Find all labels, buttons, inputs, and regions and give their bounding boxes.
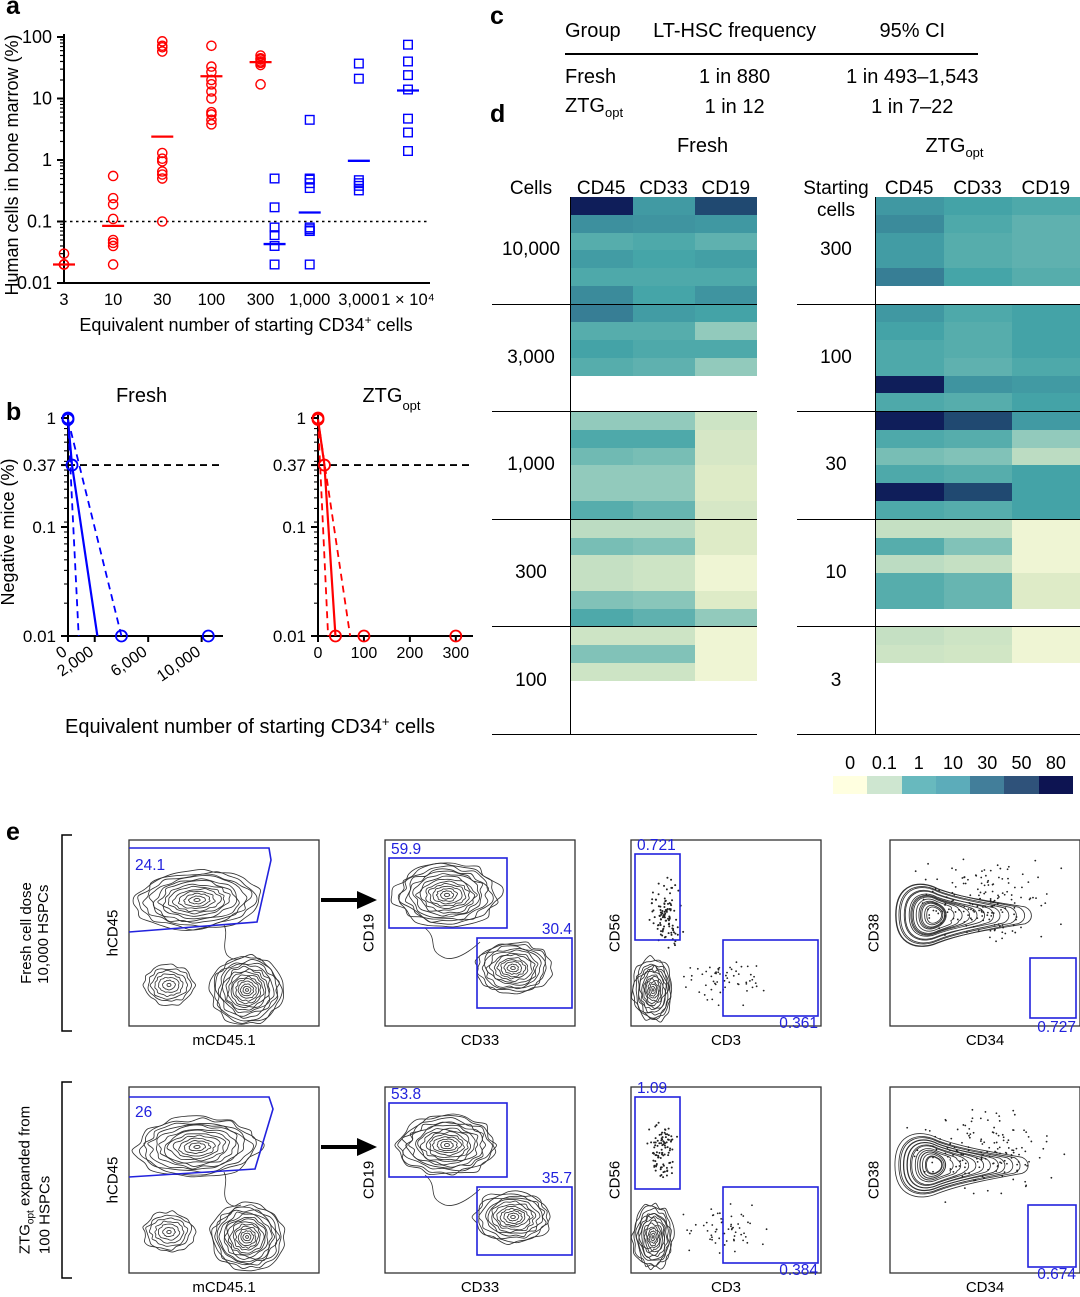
svg-text:0.674: 0.674 <box>1037 1266 1076 1283</box>
svg-text:Equivalent number of starting: Equivalent number of starting CD34+ cell… <box>65 714 435 739</box>
svg-text:0.361: 0.361 <box>779 1015 818 1032</box>
svg-text:200: 200 <box>397 645 424 662</box>
svg-text:30.4: 30.4 <box>542 921 573 938</box>
svg-text:24.1: 24.1 <box>135 857 165 874</box>
svg-text:0: 0 <box>314 645 323 662</box>
svg-text:Equivalent number of starting: Equivalent number of starting CD34+ cell… <box>79 313 412 335</box>
svg-text:1,000: 1,000 <box>289 291 330 309</box>
svg-text:0.37: 0.37 <box>23 456 56 475</box>
svg-text:0.727: 0.727 <box>1037 1019 1076 1036</box>
svg-text:6,000: 6,000 <box>108 643 151 680</box>
svg-text:100: 100 <box>198 291 226 309</box>
svg-text:3: 3 <box>59 291 68 309</box>
svg-text:1: 1 <box>42 150 52 170</box>
svg-text:35.7: 35.7 <box>542 1170 572 1187</box>
svg-text:10,000: 10,000 <box>154 643 204 685</box>
svg-text:10: 10 <box>104 291 122 309</box>
svg-text:0.1: 0.1 <box>282 518 306 537</box>
svg-text:0.1: 0.1 <box>32 518 56 537</box>
svg-text:300: 300 <box>247 291 275 309</box>
svg-text:Negative mice (%): Negative mice (%) <box>0 458 18 605</box>
svg-text:300: 300 <box>442 645 469 662</box>
svg-text:1.09: 1.09 <box>637 1080 667 1097</box>
svg-text:100: 100 <box>351 645 378 662</box>
svg-text:59.9: 59.9 <box>391 841 421 858</box>
svg-text:26: 26 <box>135 1104 152 1121</box>
svg-text:10: 10 <box>32 89 52 109</box>
svg-text:Fresh: Fresh <box>116 385 167 407</box>
svg-text:1: 1 <box>297 409 306 428</box>
svg-text:30: 30 <box>153 291 171 309</box>
svg-text:1 × 10⁴: 1 × 10⁴ <box>381 291 434 309</box>
svg-text:0.01: 0.01 <box>17 273 52 293</box>
svg-text:0.384: 0.384 <box>779 1262 818 1279</box>
svg-text:53.8: 53.8 <box>391 1086 421 1103</box>
svg-text:1: 1 <box>47 409 56 428</box>
svg-text:100: 100 <box>22 27 52 47</box>
svg-text:0.37: 0.37 <box>273 456 306 475</box>
svg-text:0.721: 0.721 <box>637 837 676 854</box>
svg-text:0.01: 0.01 <box>23 627 56 646</box>
svg-text:0.01: 0.01 <box>273 627 306 646</box>
svg-text:3,000: 3,000 <box>338 291 379 309</box>
svg-text:Human cells in bone marrow (%): Human cells in bone marrow (%) <box>2 34 22 295</box>
svg-text:0.1: 0.1 <box>27 212 52 232</box>
svg-text:ZTGopt: ZTGopt <box>362 385 420 413</box>
